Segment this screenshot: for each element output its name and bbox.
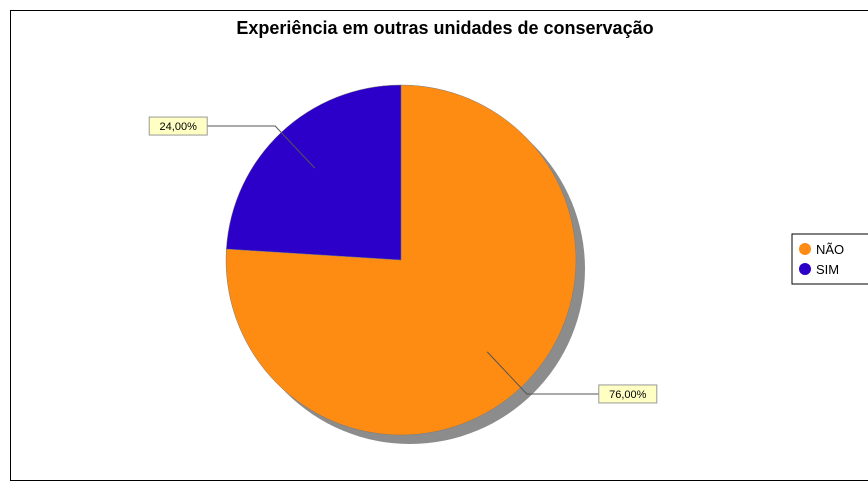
legend-box <box>791 233 868 285</box>
legend-label: SIM <box>816 262 839 277</box>
slice-label-group: 76,00% 24,00% <box>148 116 658 404</box>
chart-title: Experiência em outras unidades de conser… <box>236 18 653 38</box>
leader-line <box>486 351 599 395</box>
leader-line <box>207 125 316 169</box>
legend-swatch <box>799 243 811 255</box>
slice-label-box <box>598 384 658 404</box>
pie-group <box>225 84 585 444</box>
slice-label: 76,00% <box>609 389 647 401</box>
legend-swatch <box>799 263 811 275</box>
slice-label-box <box>148 116 208 136</box>
legend: NÃO SIM <box>791 233 868 285</box>
slice-label: 24,00% <box>160 121 198 133</box>
legend-label: NÃO <box>816 242 844 257</box>
